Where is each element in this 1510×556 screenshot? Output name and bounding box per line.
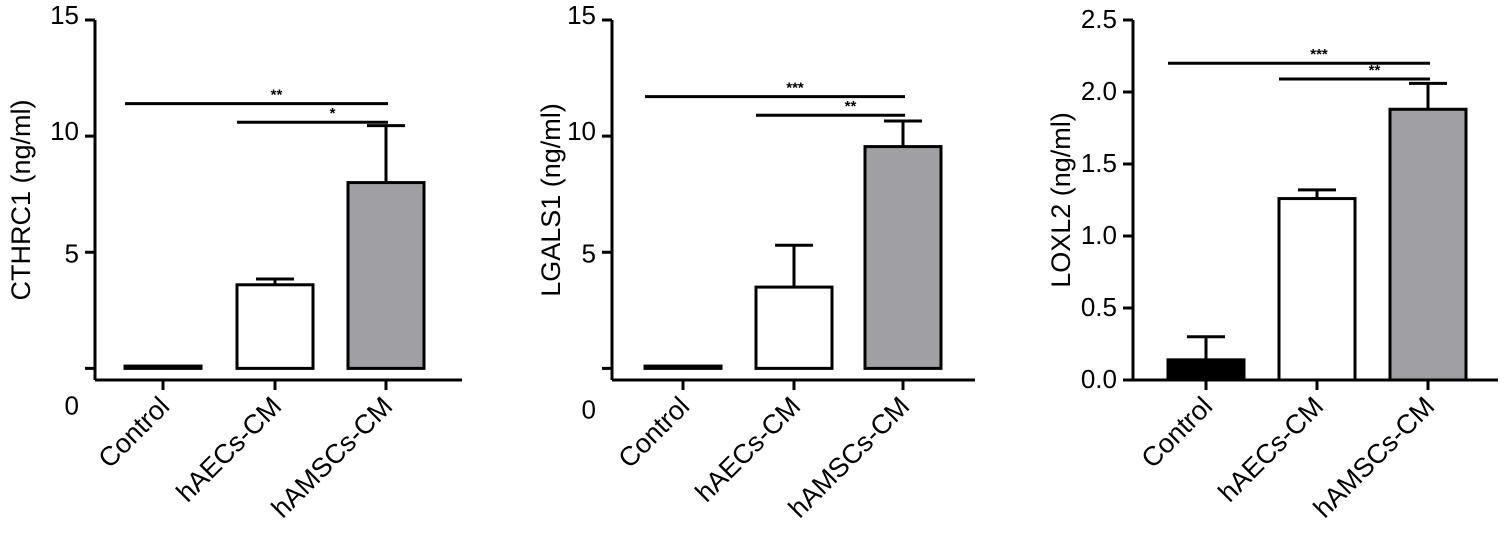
- y-axis-label: LGALS1 (ng/ml): [536, 103, 566, 297]
- y-axis-label: LOXL2 (ng/ml): [1046, 112, 1076, 288]
- y-tick-label: 5: [65, 238, 79, 268]
- bar-control: [643, 364, 723, 370]
- significance-label: **: [845, 98, 857, 115]
- bar-haecs-cm: [1277, 197, 1357, 382]
- y-tick-label: 10: [50, 116, 79, 146]
- y-tick-label: 0: [582, 394, 596, 424]
- y-tick-label: 0: [65, 390, 79, 420]
- y-tick-label: 15: [50, 0, 79, 30]
- y-tick-label: 15: [567, 0, 596, 30]
- significance-label: ***: [1310, 46, 1328, 63]
- y-tick-label: 5: [582, 238, 596, 268]
- category-label: Control: [612, 391, 695, 474]
- significance-label: **: [1369, 62, 1381, 79]
- category-label: hAECs-CM: [1213, 391, 1330, 508]
- category-label: Control: [92, 391, 175, 474]
- bar-haecs-cm: [754, 285, 834, 370]
- significance-label: **: [271, 87, 283, 104]
- y-tick-label: 2.5: [1081, 4, 1117, 34]
- y-tick-label: 0.5: [1081, 292, 1117, 322]
- bar-hamscs-cm: [346, 181, 426, 370]
- bar-control: [1166, 358, 1246, 382]
- chart-loxl2: 2.5 2.0 1.5 1.0 0.5 0.0 LOXL2 (ng/ml) ControlhA…: [1046, 4, 1498, 524]
- significance-label: ***: [786, 80, 804, 97]
- y-tick-label: 10: [567, 116, 596, 146]
- category-label: hAECs-CM: [171, 391, 288, 508]
- y-tick-label: 2.0: [1081, 76, 1117, 106]
- bar-hamscs-cm: [1388, 107, 1468, 382]
- y-tick-label: 1.5: [1081, 148, 1117, 178]
- bar-hamscs-cm: [863, 145, 943, 370]
- y-axis-label: CTHRC1 (ng/ml): [6, 99, 36, 300]
- y-tick-label: 1.0: [1081, 220, 1117, 250]
- y-tick-label: 0.0: [1081, 364, 1117, 394]
- category-label: hAECs-CM: [690, 391, 807, 508]
- significance-label: *: [330, 105, 336, 122]
- bar-control: [123, 364, 203, 370]
- bar-haecs-cm: [235, 283, 315, 370]
- category-label: Control: [1135, 391, 1218, 474]
